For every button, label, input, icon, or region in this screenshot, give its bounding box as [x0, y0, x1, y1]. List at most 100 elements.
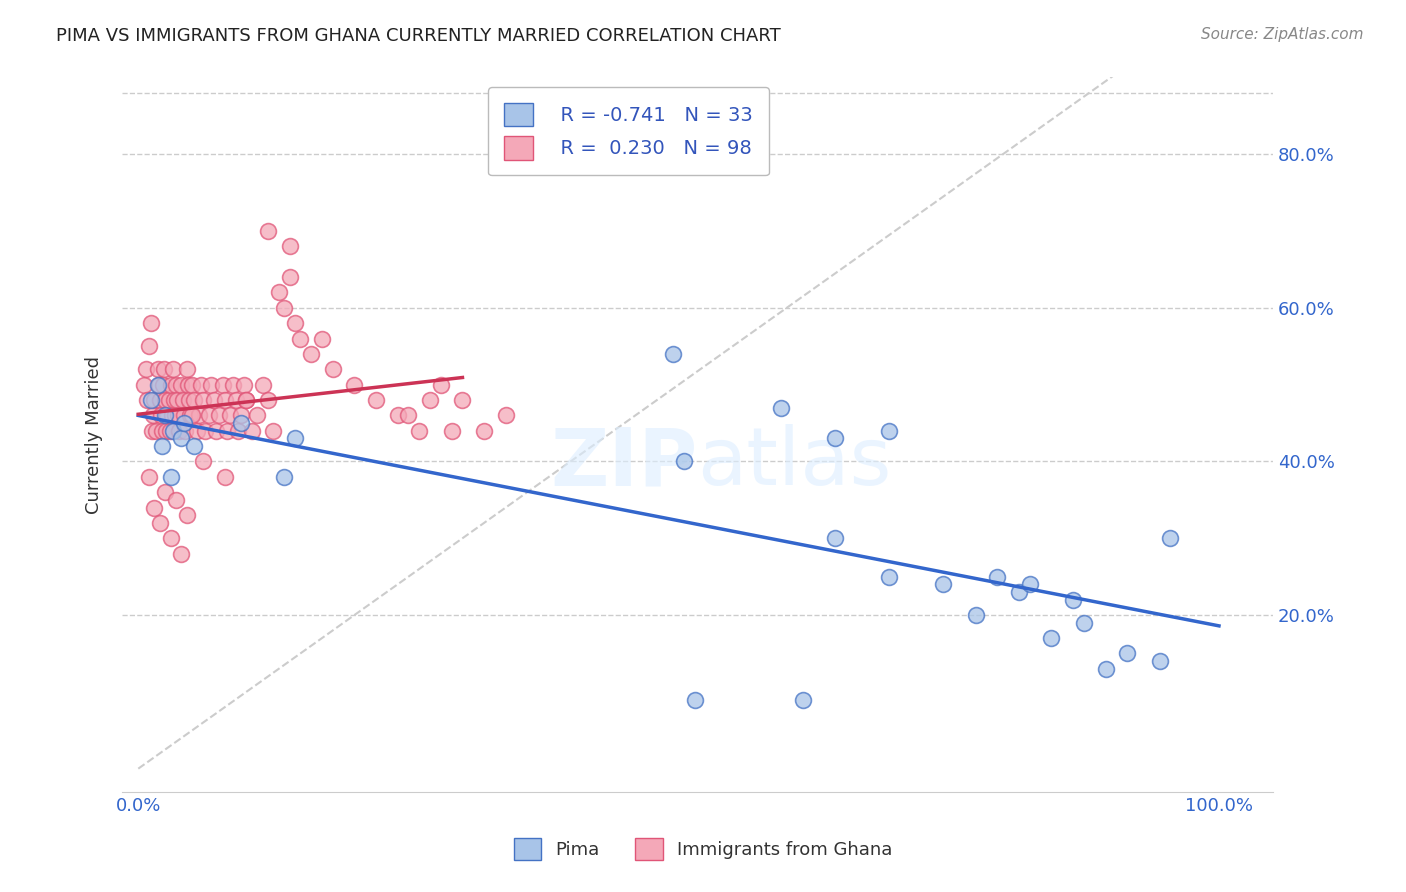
Point [311, 332, 333, 346]
Point [396, 409, 419, 423]
Point [157, 392, 180, 407]
Point [214, 470, 236, 484]
Point [191, 454, 214, 468]
Point [299, 347, 322, 361]
Point [205, 424, 228, 438]
Point [273, 470, 295, 484]
Point [159, 470, 181, 484]
Point [183, 392, 205, 407]
Point [770, 401, 793, 415]
Point [290, 332, 312, 346]
Point [273, 301, 295, 315]
Point [155, 424, 177, 438]
Point [419, 392, 441, 407]
Point [824, 431, 846, 445]
Point [1073, 615, 1095, 630]
Point [160, 409, 183, 423]
Point [240, 424, 263, 438]
Point [179, 409, 201, 423]
Point [183, 439, 205, 453]
Point [148, 377, 170, 392]
Point [155, 409, 177, 423]
Point [387, 409, 409, 423]
Point [229, 416, 252, 430]
Point [135, 392, 157, 407]
Point [222, 377, 245, 392]
Text: Source: ZipAtlas.com: Source: ZipAtlas.com [1201, 27, 1364, 42]
Point [173, 409, 195, 423]
Point [879, 569, 901, 583]
Point [176, 508, 198, 523]
Point [150, 439, 173, 453]
Point [408, 424, 430, 438]
Point [662, 347, 685, 361]
Point [141, 392, 163, 407]
Point [1040, 631, 1063, 645]
Point [194, 424, 217, 438]
Point [176, 362, 198, 376]
Point [225, 392, 247, 407]
Point [150, 424, 173, 438]
Point [172, 392, 194, 407]
Point [1062, 592, 1084, 607]
Point [141, 424, 163, 438]
Point [226, 424, 249, 438]
Point [235, 392, 257, 407]
Point [169, 424, 191, 438]
Point [186, 424, 208, 438]
Point [451, 392, 474, 407]
Point [673, 454, 696, 468]
Point [262, 424, 284, 438]
Point [190, 377, 212, 392]
Point [472, 424, 495, 438]
Legend:   R = -0.741   N = 33,   R =  0.230   N = 98: R = -0.741 N = 33, R = 0.230 N = 98 [488, 87, 769, 176]
Point [165, 492, 187, 507]
Point [208, 409, 231, 423]
Point [159, 424, 181, 438]
Point [165, 377, 187, 392]
Point [235, 392, 257, 407]
Point [152, 377, 174, 392]
Point [173, 424, 195, 438]
Point [200, 377, 222, 392]
Point [166, 392, 188, 407]
Point [155, 485, 177, 500]
Point [430, 377, 453, 392]
Text: ZIP: ZIP [550, 424, 697, 502]
Point [824, 531, 846, 545]
Point [219, 409, 242, 423]
Point [159, 377, 181, 392]
Point [364, 392, 387, 407]
Point [322, 362, 344, 376]
Point [181, 409, 204, 423]
Point [879, 424, 901, 438]
Text: atlas: atlas [697, 424, 891, 502]
Point [163, 392, 186, 407]
Point [343, 377, 366, 392]
Point [246, 409, 269, 423]
Point [173, 416, 195, 430]
Point [163, 409, 186, 423]
Point [138, 339, 160, 353]
Point [177, 392, 200, 407]
Point [932, 577, 955, 591]
Point [278, 270, 301, 285]
Point [167, 409, 190, 423]
Point [141, 316, 163, 330]
Point [149, 392, 172, 407]
Text: PIMA VS IMMIGRANTS FROM GHANA CURRENTLY MARRIED CORRELATION CHART: PIMA VS IMMIGRANTS FROM GHANA CURRENTLY … [56, 27, 780, 45]
Point [162, 424, 184, 438]
Point [257, 224, 280, 238]
Legend: Pima, Immigrants from Ghana: Pima, Immigrants from Ghana [499, 823, 907, 874]
Point [181, 377, 204, 392]
Point [170, 547, 193, 561]
Point [1116, 647, 1139, 661]
Point [153, 362, 176, 376]
Point [143, 392, 166, 407]
Point [145, 424, 167, 438]
Point [278, 239, 301, 253]
Point [135, 362, 157, 376]
Point [197, 409, 219, 423]
Point [267, 285, 290, 300]
Point [214, 392, 236, 407]
